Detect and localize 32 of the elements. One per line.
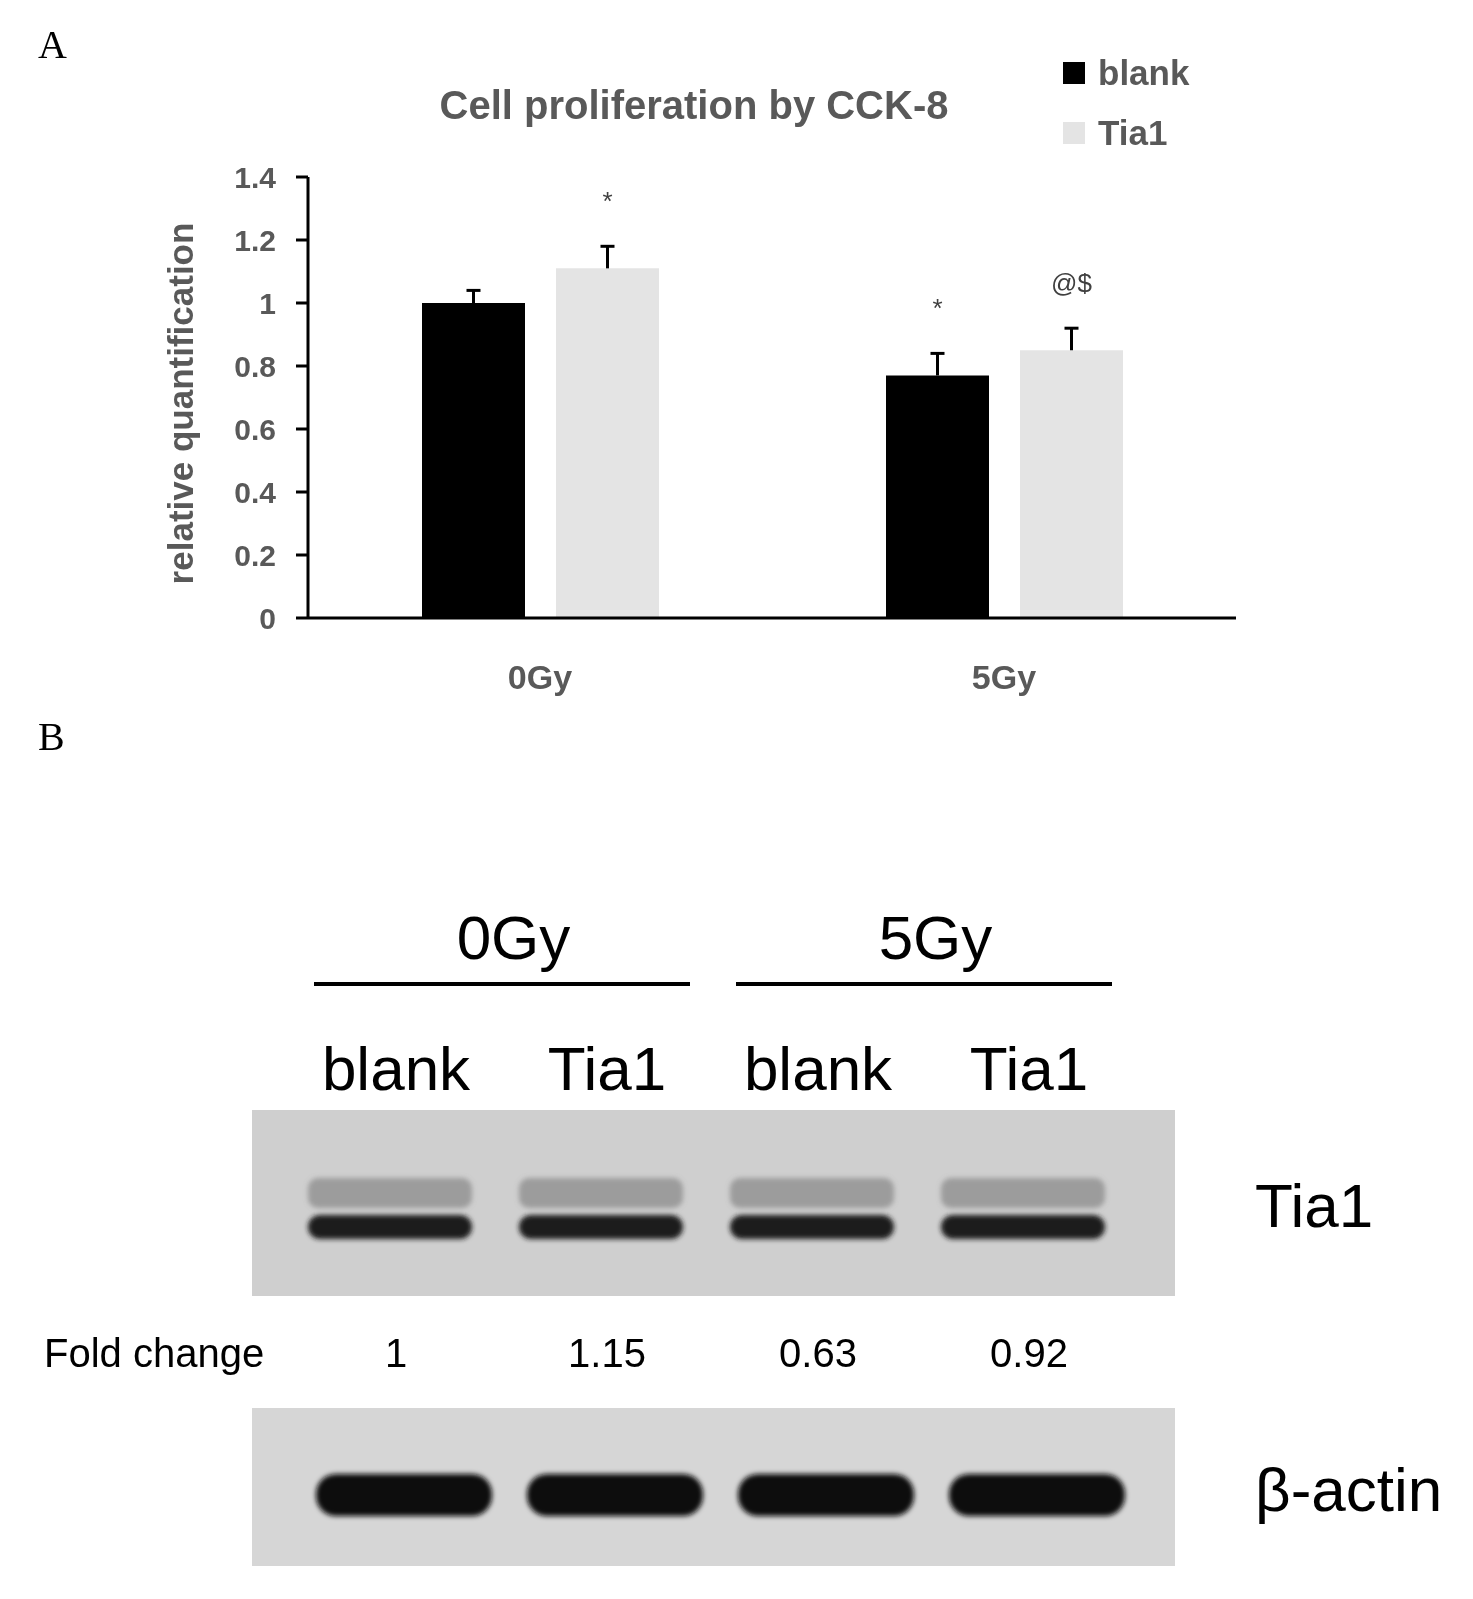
data-label: * <box>932 293 943 324</box>
category-label: blank <box>321 1034 472 1103</box>
data-label: 0.92 <box>990 1331 1068 1375</box>
y-tick-label: 0.8 <box>234 349 276 383</box>
category-label: Tia1 <box>547 1034 667 1103</box>
data-label: 1.15 <box>568 1331 646 1375</box>
y-tick-label: 1 <box>259 286 276 320</box>
y-tick-label: 0.4 <box>234 475 277 509</box>
y-axis-title: relative quantification <box>160 222 200 585</box>
bar <box>1020 350 1123 618</box>
text: 0Gy <box>456 903 571 972</box>
text: Fold change <box>44 1331 265 1375</box>
chart-title: Cell proliferation by CCK-8 <box>439 83 949 127</box>
bar <box>556 268 659 618</box>
category-label: Tia1 <box>969 1034 1089 1103</box>
text: B <box>38 714 65 759</box>
legend-label: blank <box>1098 53 1190 92</box>
y-tick-label: 0 <box>259 601 276 635</box>
data-label: 0.63 <box>779 1331 857 1375</box>
category-label: blank <box>743 1034 894 1103</box>
category-label: Tia1 <box>1255 1171 1374 1240</box>
data-label: @$ <box>1051 268 1093 299</box>
y-tick-label: 0.6 <box>234 412 276 446</box>
category-label: β-actin <box>1255 1455 1443 1524</box>
y-tick-label: 1.2 <box>234 223 276 257</box>
text: A <box>38 22 67 67</box>
data-label: 1 <box>384 1331 408 1375</box>
y-tick-label: 1.4 <box>234 160 277 194</box>
text: 5Gy <box>878 903 993 972</box>
y-tick-label: 0.2 <box>234 538 276 572</box>
data-label: * <box>602 186 613 217</box>
legend-label: Tia1 <box>1098 113 1168 152</box>
